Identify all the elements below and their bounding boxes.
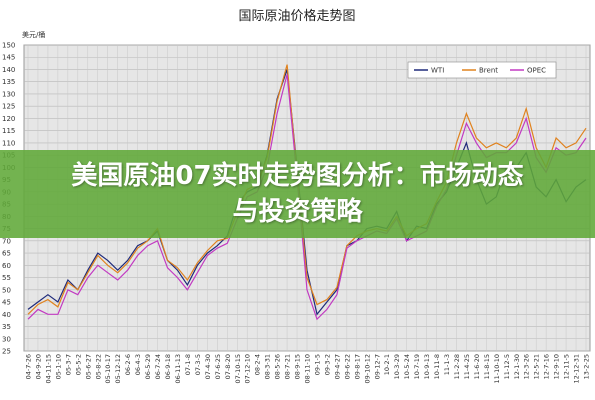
y-tick-label: 45 xyxy=(2,299,11,307)
x-tick-label: 06-4-3 xyxy=(134,354,142,375)
x-tick-label: 09-6-22 xyxy=(343,354,351,379)
x-tick-label: 12-1-30 xyxy=(513,354,521,379)
y-tick-label: 55 xyxy=(2,274,11,282)
x-tick-label: 10-9-13 xyxy=(423,354,431,379)
x-tick-label: 09-12-7 xyxy=(373,354,381,379)
x-tick-label: 05-8-22 xyxy=(94,354,102,379)
legend-label: WTI xyxy=(431,67,444,75)
x-tick-label: 05-10-17 xyxy=(104,354,112,384)
y-tick-label: 50 xyxy=(2,286,11,294)
x-tick-label: 12-11-5 xyxy=(563,354,571,379)
x-tick-label: 06-11-13 xyxy=(174,354,182,384)
banner-text: 美国原油07实时走势图分析：市场动态与投资策略 xyxy=(71,161,524,227)
x-tick-label: 08-11-10 xyxy=(304,354,312,384)
x-tick-label: 13-2-25 xyxy=(583,354,591,379)
y-tick-label: 35 xyxy=(2,323,11,331)
y-tick-label: 130 xyxy=(2,90,15,98)
x-tick-label: 06-2-6 xyxy=(124,354,132,375)
x-tick-label: 05-5-2 xyxy=(74,354,82,375)
legend-label: OPEC xyxy=(527,67,546,75)
x-tick-label: 10-3-29 xyxy=(393,354,401,379)
x-tick-label: 08-3-31 xyxy=(264,354,272,379)
x-tick-label: 10-11-8 xyxy=(433,354,441,379)
x-tick-label: 05-12-12 xyxy=(114,354,122,384)
x-tick-label: 11-8-15 xyxy=(483,354,491,379)
y-tick-label: 110 xyxy=(2,139,15,147)
y-tick-label: 140 xyxy=(2,66,15,74)
y-tick-label: 135 xyxy=(2,78,15,86)
banner: 美国原油07实时走势图分析：市场动态与投资策略 xyxy=(0,150,595,238)
x-tick-label: 05-6-27 xyxy=(84,354,92,379)
x-tick-label: 08-5-26 xyxy=(274,354,282,379)
x-tick-label: 12-5-21 xyxy=(533,354,541,379)
x-tick-label: 07-6-25 xyxy=(214,354,222,379)
x-tick-label: 09-3-2 xyxy=(323,354,331,375)
y-tick-label: 125 xyxy=(2,103,15,111)
x-tick-label: 04-9-20 xyxy=(34,354,42,379)
x-tick-label: 07-4-30 xyxy=(204,354,212,379)
x-tick-label: 09-1-5 xyxy=(313,354,321,375)
x-tick-label: 07-3-5 xyxy=(194,354,202,375)
legend-label: Brent xyxy=(479,67,498,75)
x-tick-label: 10-2-1 xyxy=(383,354,391,375)
y-tick-label: 115 xyxy=(2,127,15,135)
y-tick-label: 65 xyxy=(2,250,11,258)
y-tick-label: 120 xyxy=(2,115,15,123)
x-tick-label: 11-12-5 xyxy=(503,354,511,379)
x-tick-label: 09-10-12 xyxy=(363,354,371,384)
x-tick-label: 11-2-28 xyxy=(453,354,461,379)
x-tick-label: 06-5-29 xyxy=(144,354,152,379)
x-tick-label: 09-4-27 xyxy=(333,354,341,379)
x-tick-label: 10-7-19 xyxy=(413,354,421,379)
chart-title: 国际原油价格走势图 xyxy=(238,8,355,24)
x-tick-label: 09-8-17 xyxy=(353,354,361,379)
x-tick-label: 05-3-7 xyxy=(64,354,72,375)
x-tick-label: 04-7-26 xyxy=(25,354,33,379)
x-tick-label: 04-11-15 xyxy=(44,354,52,384)
series-line xyxy=(27,64,587,315)
y-axis-label: 美元/桶 xyxy=(22,30,45,39)
x-tick-label: 12-7-16 xyxy=(543,354,551,379)
x-tick-label: 11-4-25 xyxy=(463,354,471,379)
y-tick-label: 30 xyxy=(2,335,11,343)
x-tick-label: 10-5-24 xyxy=(403,354,411,379)
y-tick-label: 40 xyxy=(2,311,11,319)
y-tick-label: 145 xyxy=(2,54,15,62)
y-tick-label: 70 xyxy=(2,237,11,245)
legend-box xyxy=(407,61,557,79)
x-tick-label: 11-10-10 xyxy=(493,354,501,384)
x-tick-label: 08-9-15 xyxy=(294,354,302,379)
x-tick-label: 08-2-4 xyxy=(254,354,262,375)
x-tick-label: 07-12-10 xyxy=(244,354,252,384)
x-tick-label: 11-6-20 xyxy=(473,354,481,379)
x-tick-label: 05-1-10 xyxy=(54,354,62,379)
y-tick-label: 60 xyxy=(2,262,11,270)
y-tick-label: 25 xyxy=(2,348,11,356)
x-tick-label: 12-12-31 xyxy=(573,354,581,384)
x-tick-label: 07-8-20 xyxy=(224,354,232,379)
x-tick-label: 12-9-10 xyxy=(553,354,561,379)
x-tick-label: 11-1-3 xyxy=(443,354,451,375)
y-tick-label: 150 xyxy=(2,42,15,50)
x-tick-label: 12-3-26 xyxy=(523,354,531,379)
x-tick-label: 07-1-8 xyxy=(184,354,192,375)
x-tick-label: 08-7-21 xyxy=(284,354,292,379)
x-tick-label: 06-7-24 xyxy=(154,354,162,379)
x-tick-label: 07-10-15 xyxy=(234,354,242,384)
x-tick-label: 06-9-18 xyxy=(164,354,172,379)
